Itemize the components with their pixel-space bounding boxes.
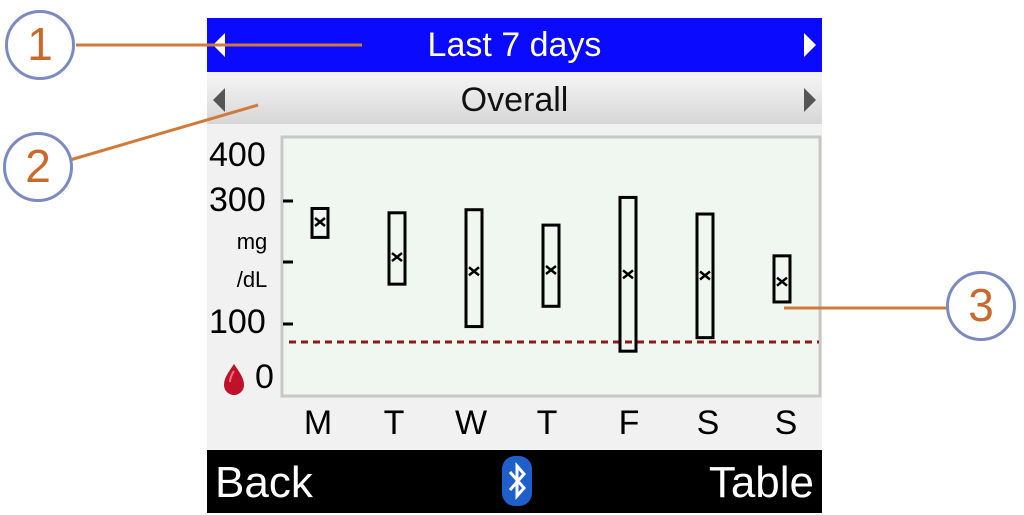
arrow-left-icon[interactable] — [213, 88, 225, 112]
x-tick-label: M — [303, 404, 333, 442]
unit-label-bottom: /dL — [236, 267, 268, 292]
view-selector[interactable]: Overall — [207, 76, 822, 124]
y-tick-label: 400 — [209, 136, 266, 174]
bluetooth-icon — [502, 456, 532, 506]
back-button[interactable]: Back — [215, 458, 313, 507]
period-title: Last 7 days — [427, 26, 602, 64]
y-tick-label: 0 — [255, 358, 274, 396]
range-box — [618, 195, 638, 353]
x-tick-label: T — [536, 404, 558, 442]
callout-marker: 1 — [5, 10, 75, 80]
x-tick-label: F — [618, 404, 640, 442]
x-tick-label: S — [774, 404, 798, 442]
mean-marker — [776, 276, 788, 287]
range-box — [772, 254, 792, 304]
range-box — [310, 206, 330, 239]
range-box — [695, 212, 715, 340]
x-tick-label: S — [696, 404, 720, 442]
y-tick-label: 300 — [209, 181, 266, 219]
mean-marker — [699, 270, 711, 281]
x-tick-label: W — [454, 404, 488, 442]
glucose-chart — [224, 135, 822, 398]
mean-marker — [314, 217, 326, 228]
callout-marker: 3 — [946, 271, 1016, 341]
mean-marker — [622, 269, 634, 280]
period-selector[interactable]: Last 7 days — [207, 18, 822, 72]
leader-line — [69, 103, 259, 162]
range-box — [464, 208, 484, 329]
footer-bar: Back Table — [207, 450, 822, 513]
y-tick-label: 100 — [209, 303, 266, 341]
view-title: Overall — [460, 81, 569, 119]
table-button[interactable]: Table — [708, 458, 814, 507]
x-tick-label: T — [383, 404, 405, 442]
arrow-right-icon[interactable] — [804, 33, 816, 57]
range-box — [387, 211, 407, 286]
blood-drop-icon — [224, 364, 244, 395]
unit-label-top: mg — [236, 229, 268, 254]
mean-marker — [468, 266, 480, 277]
plot-area — [280, 135, 822, 398]
arrow-right-icon[interactable] — [804, 88, 816, 112]
device-screen: Last 7 days Overall 400 300 mg /dL 100 0… — [207, 18, 822, 513]
callout-marker: 2 — [3, 132, 73, 202]
range-box — [541, 223, 561, 308]
mean-marker — [545, 265, 557, 275]
mean-marker — [391, 252, 403, 263]
